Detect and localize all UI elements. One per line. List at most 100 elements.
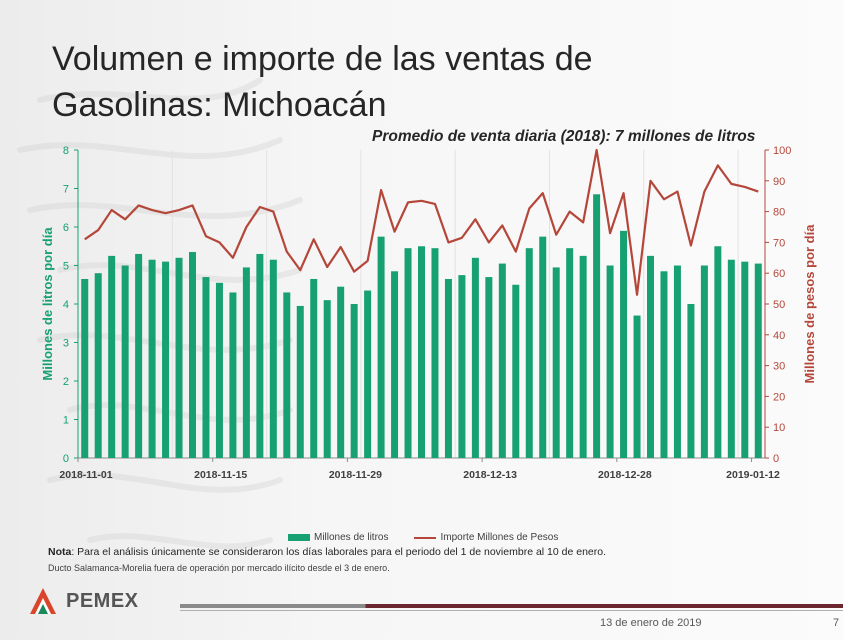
footer-rule-thin (180, 610, 843, 611)
bar (175, 257, 183, 458)
bar (566, 248, 574, 458)
y-tick-label: 4 (63, 299, 69, 311)
legend-line-swatch (414, 536, 437, 539)
bar (754, 263, 762, 458)
x-tick-label: 2018-11-29 (329, 469, 382, 481)
chart-subtitle: Promedio de venta diaria (2018): 7 millo… (372, 128, 756, 145)
bar (673, 265, 681, 458)
legend-label-importe: Importe Millones de Pesos (440, 532, 559, 543)
bar (81, 278, 89, 458)
y2-tick-label: 20 (773, 391, 785, 403)
bar (606, 265, 614, 458)
bar (296, 305, 304, 458)
y2-tick-label: 50 (773, 299, 785, 311)
bar (687, 304, 695, 458)
bar (552, 267, 560, 458)
y2-tick-label: 80 (773, 207, 785, 219)
footnote-secondary: Ducto Salamanca-Morelia fuera de operaci… (48, 563, 390, 573)
chart-legend: Millones de litros Importe Millones de P… (288, 532, 558, 543)
bar (310, 278, 318, 458)
bar (269, 259, 277, 458)
bar (135, 253, 143, 458)
series-line-importe (84, 148, 759, 296)
legend-item-importe: Importe Millones de Pesos (414, 532, 558, 543)
title-line-2: Gasolinas: Michoacán (52, 86, 387, 124)
bar (215, 282, 223, 458)
x-tick-label: 2018-11-01 (59, 469, 112, 481)
footer-date: 13 de enero de 2019 (600, 617, 702, 629)
x-tick-label: 2018-12-13 (463, 469, 517, 481)
y-tick-label: 8 (63, 145, 69, 157)
y2-tick-label: 0 (773, 453, 779, 465)
bar (364, 290, 372, 458)
bar (229, 292, 237, 458)
bar (646, 255, 655, 458)
y-tick-label: 2 (63, 376, 69, 388)
y-tick-label: 3 (63, 338, 69, 350)
bar (741, 261, 749, 458)
pemex-logo: PEMEX (26, 586, 139, 616)
note-text: : Para el análisis únicamente se conside… (71, 546, 607, 558)
bar (256, 253, 264, 458)
pemex-flame-icon (30, 588, 56, 614)
bar (471, 257, 479, 458)
legend-bar-swatch (288, 534, 310, 541)
y-tick-label: 5 (63, 261, 69, 273)
bar (404, 248, 412, 458)
y2-tick-label: 10 (773, 422, 785, 434)
footer-rule (180, 604, 843, 608)
bar (391, 271, 399, 458)
bar (660, 271, 668, 458)
y2-tick-label: 70 (773, 237, 785, 249)
y-tick-label: 6 (63, 222, 69, 234)
bar (714, 246, 722, 458)
bar (593, 194, 601, 458)
bar (444, 278, 452, 458)
bar (337, 286, 345, 458)
y-tick-label: 0 (63, 453, 69, 465)
bar (727, 259, 735, 458)
y2-tick-label: 60 (773, 268, 785, 280)
footnote: Nota: Para el análisis únicamente se con… (48, 546, 808, 558)
y2-tick-label: 90 (773, 176, 785, 188)
y2-tick-label: 30 (773, 361, 785, 373)
y-tick-label: 1 (63, 415, 69, 427)
bar (539, 236, 547, 458)
x-tick-label: 2018-12-28 (598, 469, 652, 481)
note-label: Nota (48, 546, 72, 558)
bar (498, 263, 506, 458)
y2-tick-label: 100 (773, 145, 791, 157)
x-tick-label: 2018-11-15 (194, 469, 247, 481)
legend-label-litros: Millones de litros (314, 532, 389, 543)
bar (633, 315, 641, 458)
bar (579, 255, 587, 458)
logo-text: PEMEX (66, 589, 139, 612)
x-tick-label: 2019-01-12 (726, 469, 780, 481)
bar (525, 248, 533, 458)
bar (350, 304, 358, 458)
y2-tick-label: 40 (773, 330, 785, 342)
bar (431, 248, 439, 458)
title-line-1: Volumen e importe de las ventas de (52, 40, 593, 78)
bar (108, 255, 116, 458)
bar (242, 267, 250, 458)
bar (148, 259, 156, 458)
bar (188, 252, 197, 458)
y2-axis-title: Millones de pesos por día (802, 224, 817, 384)
bar (94, 273, 102, 458)
bar (512, 284, 520, 458)
legend-item-litros: Millones de litros (288, 532, 388, 543)
bar (202, 277, 210, 458)
page-title: Volumen e importe de las ventas de Gasol… (52, 36, 752, 128)
bar (323, 300, 331, 458)
bar (485, 277, 493, 458)
bar (162, 261, 170, 458)
bar (121, 265, 129, 458)
bar (417, 246, 426, 458)
y-axis-title: Millones de litros por día (40, 227, 55, 381)
bar (700, 265, 708, 458)
bar (458, 275, 466, 458)
bar (620, 230, 628, 458)
y-tick-label: 7 (63, 184, 69, 196)
